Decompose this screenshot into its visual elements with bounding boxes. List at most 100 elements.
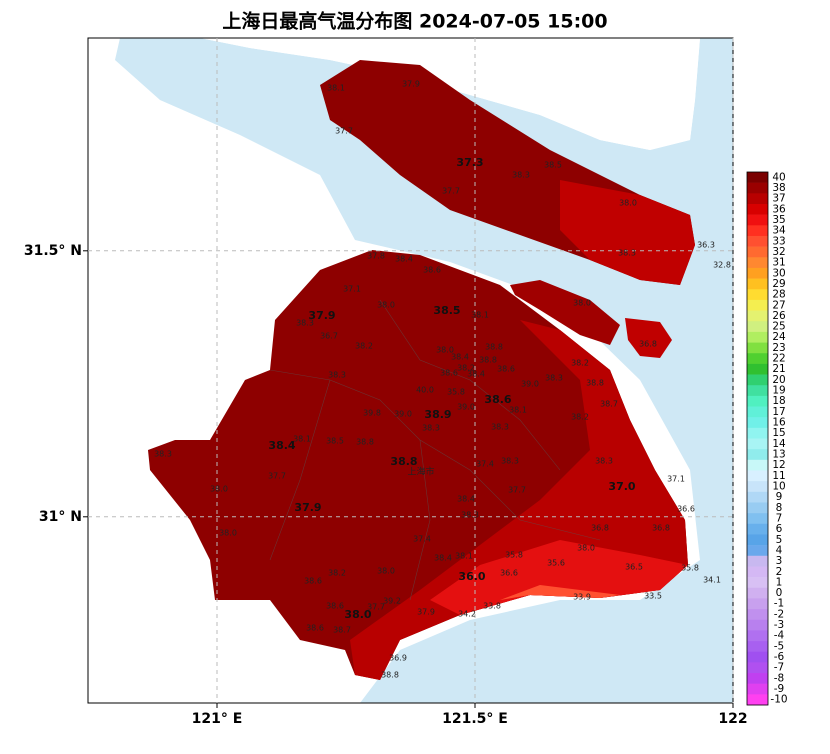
station-value: 37.9 bbox=[402, 80, 420, 89]
station-value: 38.6 bbox=[304, 577, 322, 586]
colorbar-label: 18 bbox=[772, 395, 785, 407]
station-value: 38.6 bbox=[306, 624, 324, 633]
hot-zone bbox=[430, 540, 688, 615]
station-value: 38.4 bbox=[395, 255, 413, 264]
station-value: 38.3 bbox=[618, 249, 636, 258]
colorbar-swatch bbox=[747, 577, 768, 589]
station-value: 38.4 bbox=[268, 439, 295, 452]
station-value: 38.5 bbox=[433, 304, 460, 317]
colorbar-swatch bbox=[747, 555, 768, 567]
colorbar-label: 20 bbox=[772, 374, 785, 386]
station-value: 38.3 bbox=[501, 457, 519, 466]
colorbar-swatch bbox=[747, 257, 768, 269]
colorbar-label: 13 bbox=[772, 448, 785, 460]
station-value: 38.5 bbox=[544, 161, 562, 170]
station-value: 38.9 bbox=[424, 408, 451, 421]
colorbar-swatch bbox=[747, 502, 768, 514]
colorbar-label: -5 bbox=[774, 640, 784, 652]
station-value: 38.0 bbox=[210, 485, 228, 494]
station-value: 38.0 bbox=[619, 199, 637, 208]
colorbar-label: 14 bbox=[772, 438, 786, 450]
station-value: 36.6 bbox=[677, 505, 695, 514]
station-value: 33.9 bbox=[573, 593, 591, 602]
station-value: 38.2 bbox=[328, 569, 346, 578]
station-value: 38.1 bbox=[327, 84, 345, 93]
station-value: 38.3 bbox=[595, 457, 613, 466]
colorbar-label: 16 bbox=[772, 417, 786, 429]
colorbar-label: 38 bbox=[772, 182, 785, 194]
colorbar-label: -6 bbox=[774, 651, 785, 663]
colorbar-label: 1 bbox=[776, 576, 783, 588]
colorbar-label: -8 bbox=[774, 672, 784, 684]
station-value: 38.8 bbox=[479, 356, 497, 365]
colorbar-swatch bbox=[747, 299, 768, 311]
station-value: 38.6 bbox=[326, 602, 344, 611]
station-value: 36.9 bbox=[389, 654, 407, 663]
station-value: 35.6 bbox=[547, 559, 565, 568]
colorbar-swatch bbox=[747, 630, 768, 642]
station-value: 38.3 bbox=[512, 171, 530, 180]
station-value: 38.0 bbox=[573, 299, 591, 308]
station-value: 39.8 bbox=[363, 409, 381, 418]
colorbar-swatch bbox=[747, 673, 768, 684]
station-value: 37.1 bbox=[343, 285, 361, 294]
colorbar-label: 2 bbox=[776, 566, 783, 578]
colorbar-swatch bbox=[747, 491, 768, 503]
colorbar-label: 32 bbox=[772, 246, 785, 258]
colorbar-label: 3 bbox=[776, 555, 783, 567]
colorbar-swatch bbox=[747, 374, 768, 386]
colorbar-swatch bbox=[747, 235, 768, 247]
colorbar-label: 26 bbox=[772, 310, 786, 322]
colorbar-swatch bbox=[747, 417, 768, 429]
colorbar-label: 34 bbox=[772, 225, 786, 237]
station-value: 37.4 bbox=[413, 535, 431, 544]
colorbar-label: 33 bbox=[772, 235, 785, 247]
colorbar-label: 11 bbox=[772, 470, 785, 482]
colorbar-swatch bbox=[747, 289, 768, 301]
station-value: 34.2 bbox=[458, 610, 476, 619]
station-value: 38.2 bbox=[355, 342, 373, 351]
district-borders bbox=[269, 299, 601, 601]
colorbar-swatch bbox=[747, 395, 768, 407]
colorbar-frame bbox=[746, 171, 769, 706]
colorbar-label: -3 bbox=[774, 619, 784, 631]
colorbar-label: 9 bbox=[776, 491, 783, 503]
station-value: 37.4 bbox=[476, 460, 494, 469]
city-label: 上海市 bbox=[407, 466, 434, 478]
station-value: 39.0 bbox=[394, 410, 412, 419]
station-value: 38.8 bbox=[485, 343, 503, 352]
colorbar-swatch bbox=[747, 694, 768, 706]
colorbar-label: -2 bbox=[774, 608, 784, 620]
station-value: 38.8 bbox=[390, 455, 417, 468]
colorbar-swatch bbox=[747, 481, 768, 493]
colorbar-swatch bbox=[747, 321, 768, 333]
colorbar-label: 15 bbox=[772, 427, 785, 439]
x-tick-label: 121.5° E bbox=[442, 711, 508, 727]
x-tick-label: 121° E bbox=[192, 711, 243, 727]
station-value: 38.0 bbox=[344, 608, 371, 621]
colorbar-label: -4 bbox=[774, 630, 785, 642]
station-value: 37.1 bbox=[667, 475, 685, 484]
chongming-east bbox=[560, 180, 695, 285]
colorbar-label: 23 bbox=[772, 342, 785, 354]
colorbar-label: 22 bbox=[772, 353, 785, 365]
colorbar-label: 31 bbox=[772, 257, 785, 269]
colorbar-swatch bbox=[747, 278, 768, 290]
colorbar-swatch bbox=[747, 310, 768, 322]
station-value: 38.1 bbox=[471, 311, 489, 320]
station-value: 38.3 bbox=[461, 511, 479, 520]
station-value: 38.0 bbox=[577, 544, 595, 553]
colorbar-swatch bbox=[747, 609, 768, 621]
station-value: 36.7 bbox=[320, 332, 338, 341]
station-value: 38.2 bbox=[571, 413, 589, 422]
station-value: 38.4 bbox=[434, 554, 452, 563]
colorbar-label: 29 bbox=[772, 278, 785, 290]
station-value: 38.3 bbox=[328, 371, 346, 380]
station-value: 37.7 bbox=[335, 127, 353, 136]
station-value: 38.0 bbox=[377, 301, 395, 310]
station-value: 34.1 bbox=[703, 576, 721, 585]
station-value: 33.5 bbox=[644, 592, 662, 601]
station-value: 36.0 bbox=[458, 570, 485, 583]
colorbar-swatch bbox=[747, 534, 768, 546]
colorbar-label: 36 bbox=[772, 203, 786, 215]
